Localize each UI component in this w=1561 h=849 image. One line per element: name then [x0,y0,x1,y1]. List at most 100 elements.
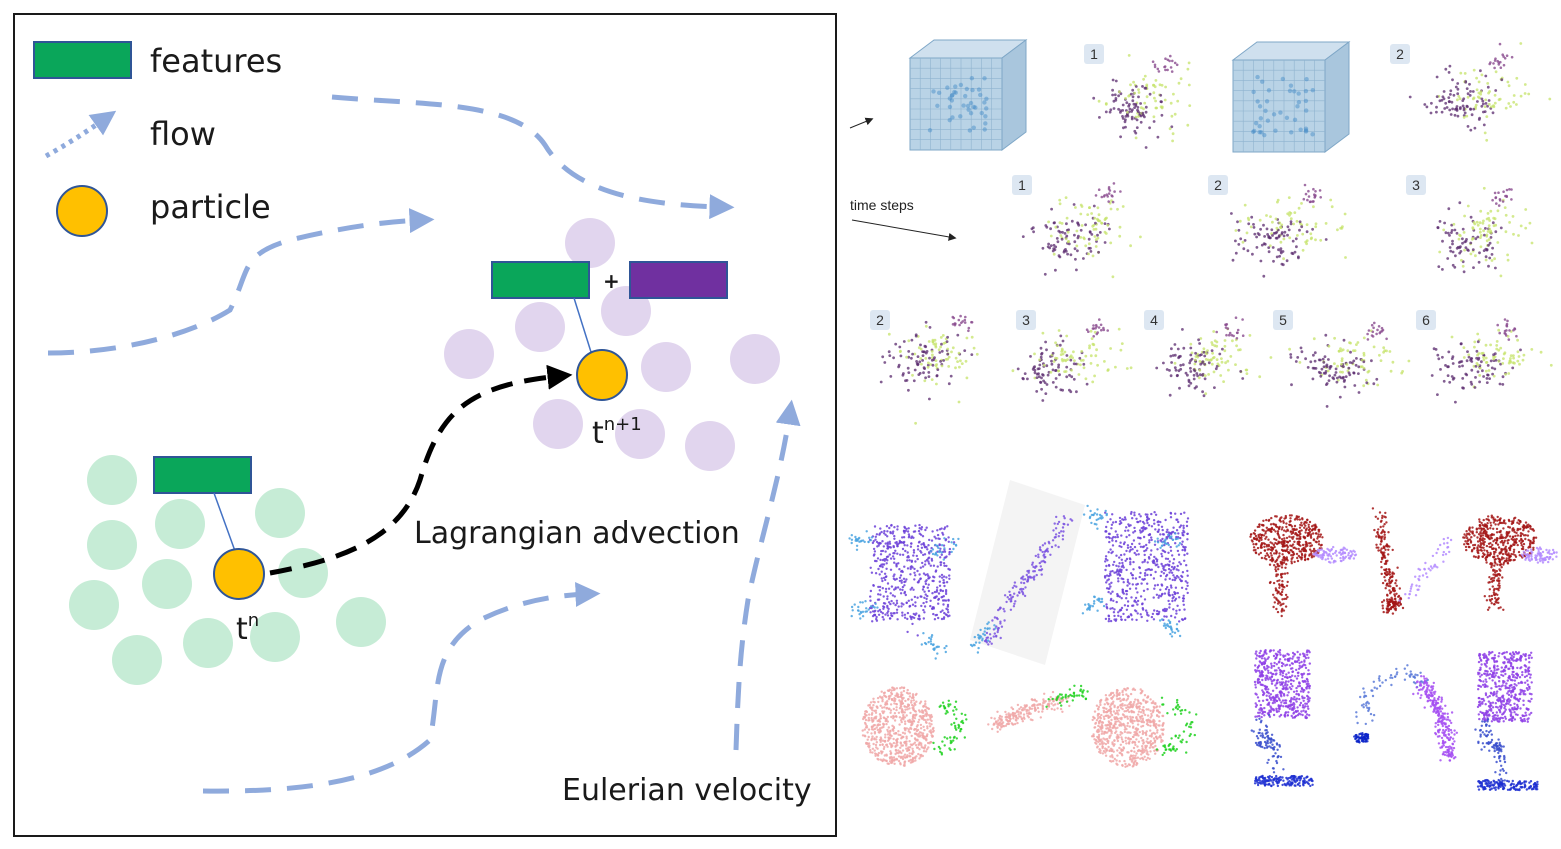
shape-point [1182,524,1185,527]
shape-point [999,622,1002,625]
shape-point [1129,558,1132,561]
shape-point [978,641,981,644]
shape-point [1504,536,1507,539]
shape-point [1480,538,1484,542]
shape-point [1339,556,1342,560]
scatter-point [902,340,906,343]
scatter-point [1079,203,1083,207]
shape-point [1389,581,1393,584]
shape-point [1278,586,1281,589]
shape-point [1380,572,1383,576]
shape-point [1118,556,1121,559]
scatter-point [931,340,935,344]
shape-point [1286,540,1290,544]
scatter-point [1230,212,1233,215]
shape-point [1171,554,1174,557]
cube-density-dot [1310,88,1315,93]
shape-point [1152,618,1156,621]
scatter-point [1040,387,1043,391]
scatter-point [1072,203,1076,206]
scatter-point [951,323,955,326]
scatter-point [1070,219,1074,223]
scatter-point [1074,257,1077,261]
scatter-point [1336,228,1339,232]
scatter-point [1333,362,1336,365]
scatter-point [1507,338,1511,341]
shape-point [1532,546,1535,549]
shape-point [930,642,933,646]
shape-point [886,541,889,544]
shape-point [1476,540,1480,543]
scatter-point [1054,385,1058,389]
shape-point [877,593,880,596]
scatter-point [1088,346,1091,350]
scatter-point [1477,80,1481,84]
shape-point [1279,592,1282,595]
scatter-point [1177,356,1180,360]
scatter-point [1049,244,1053,248]
shape-point [1495,541,1498,544]
purple-particle-cloud [444,218,780,471]
shape-point [1434,565,1437,568]
scatter-point [1068,373,1071,377]
scatter-point [1195,372,1199,375]
shape-point [1512,543,1515,546]
scatter-point [1502,63,1506,67]
shape-point [1510,544,1513,548]
shape-point [1146,516,1149,519]
shape-point [903,544,906,547]
scatter-point [1459,71,1463,75]
shape-point [1540,557,1544,560]
shape-point [1026,578,1030,581]
shape-point [939,610,942,614]
shape-point [874,538,877,541]
shape-point [1499,535,1502,538]
scatter-point [1508,359,1512,363]
scatter-point [1201,373,1204,377]
shape-point [1096,527,1099,530]
scatter-point [1336,378,1340,382]
shape-point [1175,623,1179,626]
scatter-point [1198,368,1202,372]
scatter-point [1262,274,1266,278]
scatter-point [1462,116,1466,119]
shape-point [1164,626,1168,630]
scatter-point [1060,237,1064,241]
scatter-point [1057,365,1060,369]
results-panel: time steps 1 21 2 32 3 4 5 6 [848,39,1558,792]
scatter-point [1111,88,1114,92]
shape-point [1168,620,1172,624]
shape-point [903,613,907,616]
scatter-point [1231,258,1235,262]
shape-point [933,553,937,556]
shape-point [1132,560,1135,564]
shape-point [879,610,883,614]
shape-point [1109,570,1112,573]
scatter-point [1282,237,1286,241]
shape-point [1492,593,1496,596]
shape-point [1179,524,1183,527]
shape-point [1114,540,1118,543]
scatter-point [1215,330,1218,334]
shape-point [945,644,948,648]
scatter-point [1186,67,1190,71]
scatter-point [1052,243,1056,247]
shape-point [1527,530,1530,533]
shape-point [858,540,861,543]
scatter-point [1035,372,1039,376]
shape-point [1290,560,1293,563]
shape-point [1275,607,1278,611]
shape-point [1112,599,1115,602]
shape-point [884,587,888,591]
shape-point [1159,595,1163,598]
shape-point [1537,550,1540,553]
step-badge-number: 2 [1396,46,1404,62]
shape-point [1285,584,1289,587]
shape-point [1531,551,1534,554]
scatter-point [1322,365,1326,369]
shape-point [1394,603,1397,606]
scatter-point [1114,365,1117,369]
shape-point [1484,558,1488,562]
scatter-point [1504,372,1507,376]
shape-point [1312,538,1316,542]
